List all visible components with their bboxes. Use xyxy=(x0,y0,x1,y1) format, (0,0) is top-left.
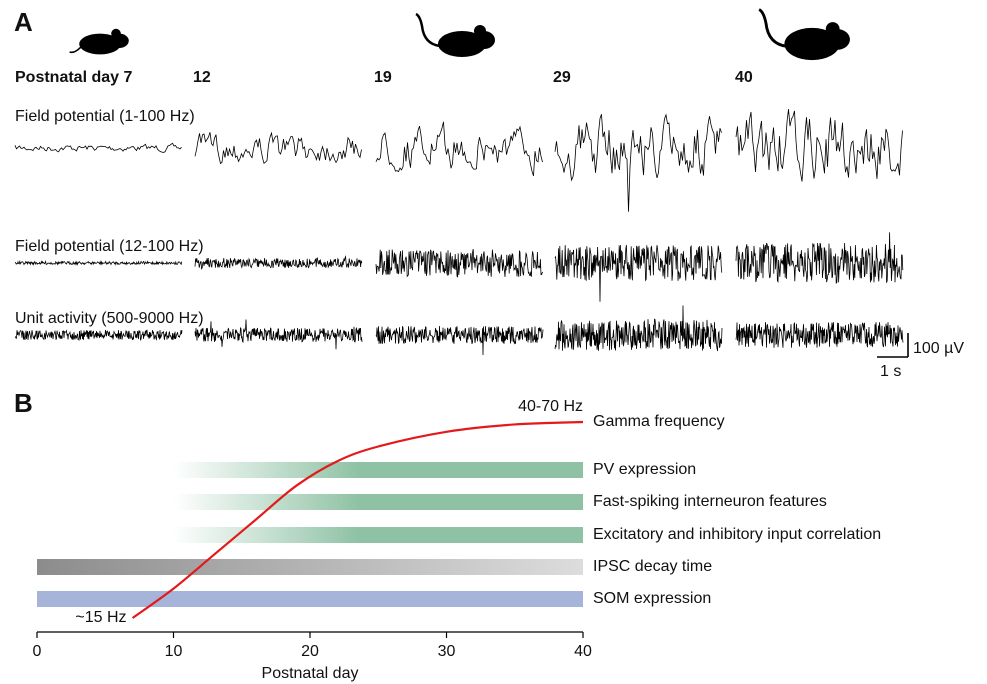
x-tick-label: 20 xyxy=(301,643,319,660)
day-label: 29 xyxy=(553,69,571,86)
trace xyxy=(554,305,723,352)
bar-label: Excitatory and inhibitory input correlat… xyxy=(593,526,881,543)
mouse-icon xyxy=(69,28,129,55)
mouse-icon xyxy=(415,12,495,57)
bar-label: SOM expression xyxy=(593,590,711,607)
x-tick-label: 30 xyxy=(438,643,456,660)
bar xyxy=(37,559,583,575)
bar xyxy=(173,527,583,543)
x-tick-label: 40 xyxy=(574,643,592,660)
annotation: 40-70 Hz xyxy=(518,398,583,415)
trace xyxy=(14,142,182,153)
bar-label: IPSC decay time xyxy=(593,558,712,575)
bar xyxy=(37,591,583,607)
trace xyxy=(375,325,544,356)
trace xyxy=(554,244,723,302)
trace xyxy=(194,255,363,270)
trace xyxy=(375,249,544,278)
series-label: Gamma frequency xyxy=(593,413,725,430)
x-axis-label: Postnatal day xyxy=(262,665,359,682)
scale-bar xyxy=(877,333,909,358)
traces xyxy=(14,109,904,356)
trace xyxy=(735,109,903,182)
day-label: 19 xyxy=(374,69,392,86)
trace xyxy=(14,259,183,266)
line-series xyxy=(131,420,584,619)
panel-label: A xyxy=(14,7,33,37)
day-label: Postnatal day 7 xyxy=(15,69,132,86)
x-tick-label: 0 xyxy=(33,643,42,660)
bar-label: Fast-spiking interneuron features xyxy=(593,493,827,510)
scale-time: 1 s xyxy=(880,363,901,380)
trace xyxy=(194,319,363,350)
bar-label: PV expression xyxy=(593,461,696,478)
bar xyxy=(173,494,583,510)
day-label: 40 xyxy=(735,69,753,86)
day-label: 12 xyxy=(193,69,211,86)
trace xyxy=(194,131,362,165)
bar xyxy=(173,462,583,478)
trace-label: Field potential (12-100 Hz) xyxy=(15,238,204,255)
panel-label: B xyxy=(14,388,33,418)
trace xyxy=(15,329,183,342)
trace xyxy=(735,232,904,284)
annotation: ~15 Hz xyxy=(75,609,126,626)
scale-voltage: 100 µV xyxy=(913,340,964,357)
trace-label: Field potential (1-100 Hz) xyxy=(15,108,195,125)
mouse-icon xyxy=(758,8,850,61)
x-tick-label: 10 xyxy=(165,643,183,660)
trace xyxy=(735,322,904,348)
trace xyxy=(375,121,543,177)
trace xyxy=(554,113,722,212)
trace-label: Unit activity (500-9000 Hz) xyxy=(15,310,204,327)
